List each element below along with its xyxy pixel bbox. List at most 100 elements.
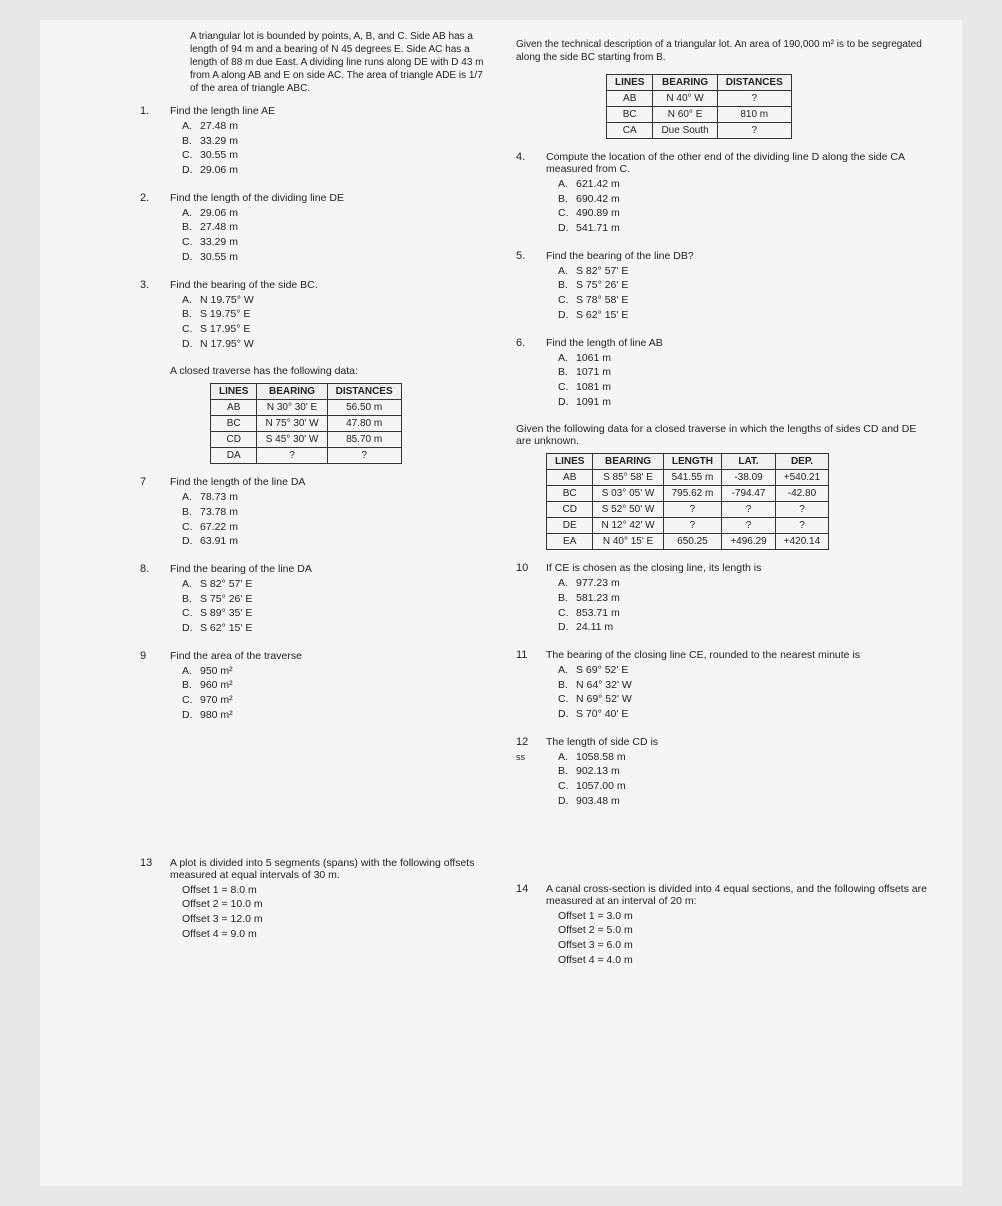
table1-container: LINES BEARING DISTANCES ABN 40° W? BCN 6… (516, 74, 932, 139)
traverse-intro: A closed traverse has the following data… (70, 365, 486, 377)
t1-h0: LINES (607, 75, 653, 91)
t2-h2: DISTANCES (327, 384, 401, 400)
q9-opt-c: C.970 m² (182, 693, 486, 708)
table1: LINES BEARING DISTANCES ABN 40° W? BCN 6… (606, 74, 792, 139)
t2-h1: BEARING (257, 384, 327, 400)
q7-opt-a: A.78.73 m (182, 490, 486, 505)
q8-text: Find the bearing of the line DA (170, 563, 486, 575)
q7-opt-c: C.67.22 m (182, 520, 486, 535)
q14-l2: Offset 3 = 6.0 m (558, 938, 932, 953)
q5-options: A.S 82° 57' E B.S 75° 26' E C.S 78° 58' … (546, 264, 932, 323)
q14-l3: Offset 4 = 4.0 m (558, 953, 932, 968)
q4-num: 4. (516, 151, 525, 163)
q12-opt-c: C.1057.00 m (558, 779, 932, 794)
q7-text: Find the length of the line DA (170, 476, 486, 488)
left-column: A triangular lot is bounded by points, A… (70, 30, 486, 981)
q4-opt-b: B.690.42 m (558, 192, 932, 207)
q1-opt-a: A.27.48 m (182, 119, 486, 134)
q12-text: The length of side CD is (546, 736, 932, 748)
q5-opt-d: D.S 62° 15' E (558, 308, 932, 323)
q10-num: 10 (516, 562, 528, 574)
q2-options: A.29.06 m B.27.48 m C.33.29 m D.30.55 m (170, 206, 486, 265)
q9-opt-b: B.960 m² (182, 678, 486, 693)
q13-l1: Offset 2 = 10.0 m (182, 897, 486, 912)
q1-text: Find the length line AE (170, 105, 486, 117)
q4-opt-d: D.541.71 m (558, 221, 932, 236)
q5-opt-c: C.S 78° 58' E (558, 293, 932, 308)
q10-text: If CE is chosen as the closing line, its… (546, 562, 932, 574)
question-1: 1. Find the length line AE A.27.48 m B.3… (70, 105, 486, 178)
q7-options: A.78.73 m B.73.78 m C.67.22 m D.63.91 m (170, 490, 486, 549)
q2-opt-a: A.29.06 m (182, 206, 486, 221)
q10-options: A.977.23 m B.581.23 m C.853.71 m D.24.11… (546, 576, 932, 635)
question-5: 5. Find the bearing of the line DB? A.S … (516, 250, 932, 323)
q11-opt-c: C.N 69° 52' W (558, 692, 932, 707)
q13-l2: Offset 3 = 12.0 m (182, 912, 486, 927)
q6-opt-a: A.1061 m (558, 351, 932, 366)
q8-opt-c: C.S 89° 35' E (182, 606, 486, 621)
q7-opt-b: B.73.78 m (182, 505, 486, 520)
q14-l1: Offset 2 = 5.0 m (558, 923, 932, 938)
q4-text: Compute the location of the other end of… (546, 151, 932, 175)
question-9: 9 Find the area of the traverse A.950 m²… (70, 650, 486, 723)
q4-options: A.621.42 m B.690.42 m C.490.89 m D.541.7… (546, 177, 932, 236)
t1-h1: BEARING (653, 75, 717, 91)
q11-opt-b: B.N 64° 32' W (558, 678, 932, 693)
q2-opt-b: B.27.48 m (182, 220, 486, 235)
q12-opt-d: D.903.48 m (558, 794, 932, 809)
q9-opt-a: A.950 m² (182, 664, 486, 679)
q5-text: Find the bearing of the line DB? (546, 250, 932, 262)
q12-ss: ss (516, 752, 525, 762)
q3-opt-a: A.N 19.75° W (182, 293, 486, 308)
q11-text: The bearing of the closing line CE, roun… (546, 649, 932, 661)
q11-opt-d: D.S 70° 40' E (558, 707, 932, 722)
q12-options: A.1058.58 m B.902.13 m C.1057.00 m D.903… (546, 750, 932, 809)
question-4: 4. Compute the location of the other end… (516, 151, 932, 236)
page: A triangular lot is bounded by points, A… (40, 20, 962, 1186)
question-2: 2. Find the length of the dividing line … (70, 192, 486, 265)
q3-text: Find the bearing of the side BC. (170, 279, 486, 291)
q6-options: A.1061 m B.1071 m C.1081 m D.1091 m (546, 351, 932, 410)
q4-opt-c: C.490.89 m (558, 206, 932, 221)
q3-num: 3. (140, 279, 149, 291)
table2-container: LINES BEARING DISTANCES ABN 30° 30' E56.… (70, 383, 486, 464)
q11-num: 11 (516, 649, 527, 661)
q8-opt-d: D.S 62° 15' E (182, 621, 486, 636)
question-14: 14 A canal cross-section is divided into… (516, 883, 932, 968)
q14-lines: Offset 1 = 3.0 m Offset 2 = 5.0 m Offset… (546, 909, 932, 968)
q10-opt-b: B.581.23 m (558, 591, 932, 606)
q2-text: Find the length of the dividing line DE (170, 192, 486, 204)
q11-opt-a: A.S 69° 52' E (558, 663, 932, 678)
q1-opt-c: C.30.55 m (182, 148, 486, 163)
q10-opt-a: A.977.23 m (558, 576, 932, 591)
q5-opt-b: B.S 75° 26' E (558, 278, 932, 293)
t2-h0: LINES (211, 384, 257, 400)
intro-left: A triangular lot is bounded by points, A… (70, 30, 486, 95)
t3-h1: BEARING (593, 454, 663, 470)
q1-opt-d: D.29.06 m (182, 163, 486, 178)
question-6: 6. Find the length of line AB A.1061 m B… (516, 337, 932, 410)
q8-num: 8. (140, 563, 149, 575)
q14-num: 14 (516, 883, 528, 895)
q6-opt-b: B.1071 m (558, 365, 932, 380)
t3-h3: LAT. (722, 454, 775, 470)
q2-opt-d: D.30.55 m (182, 250, 486, 265)
q3-options: A.N 19.75° W B.S 19.75° E C.S 17.95° E D… (170, 293, 486, 352)
table3: LINES BEARING LENGTH LAT. DEP. ABS 85° 5… (546, 453, 829, 550)
q14-l0: Offset 1 = 3.0 m (558, 909, 932, 924)
q13-l0: Offset 1 = 8.0 m (182, 883, 486, 898)
q12-opt-a: A.1058.58 m (558, 750, 932, 765)
question-8: 8. Find the bearing of the line DA A.S 8… (70, 563, 486, 636)
table2: LINES BEARING DISTANCES ABN 30° 30' E56.… (210, 383, 402, 464)
q13-l3: Offset 4 = 9.0 m (182, 927, 486, 942)
q13-lines: Offset 1 = 8.0 m Offset 2 = 10.0 m Offse… (170, 883, 486, 942)
q6-opt-c: C.1081 m (558, 380, 932, 395)
q13-num: 13 (140, 857, 152, 869)
q3-opt-d: D.N 17.95° W (182, 337, 486, 352)
question-7: 7 Find the length of the line DA A.78.73… (70, 476, 486, 549)
q5-num: 5. (516, 250, 525, 262)
q8-options: A.S 82° 57' E B.S 75° 26' E C.S 89° 35' … (170, 577, 486, 636)
given-right: Given the following data for a closed tr… (516, 423, 932, 447)
question-13: 13 A plot is divided into 5 segments (sp… (70, 857, 486, 942)
q8-opt-a: A.S 82° 57' E (182, 577, 486, 592)
